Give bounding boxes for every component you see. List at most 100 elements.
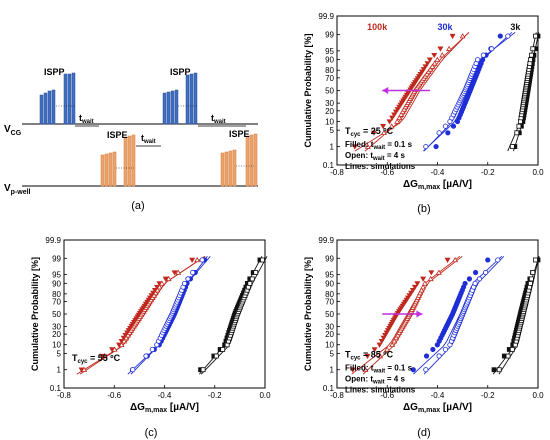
data-point [433, 143, 439, 150]
open-value: = 4 s [385, 374, 406, 383]
ispe-label-1: ISPE [107, 130, 128, 140]
data-point [220, 347, 226, 352]
data-point [472, 269, 479, 276]
y-tick-label: 80 [325, 66, 334, 75]
ispp-label-2: ISPP [170, 67, 191, 77]
x-axis-label-units: [µA/V] [440, 402, 472, 413]
data-point [362, 366, 369, 372]
x-tick-label: -0.4 [431, 168, 445, 177]
data-point [376, 342, 383, 348]
data-point [480, 52, 487, 58]
data-point [149, 346, 155, 353]
data-point [436, 353, 442, 359]
tcyc-main: T [345, 349, 351, 359]
data-point [439, 52, 446, 58]
y-tick-label: 1 [330, 143, 335, 152]
x-tick-label: -0.8 [57, 391, 71, 400]
open-annotation: Open: twait = 4 s [345, 151, 405, 162]
twait-label-3: twait [211, 113, 226, 125]
data-point [437, 46, 444, 52]
data-point [391, 338, 398, 344]
data-point [485, 257, 491, 263]
data-point [384, 346, 391, 352]
data-point [425, 68, 432, 75]
filled-annotation: Filled: twait = 0.1 s [345, 140, 413, 151]
x-tick-label: -0.6 [107, 391, 121, 400]
data-point [459, 33, 466, 39]
tcyc-value: = 55 ºC [88, 353, 121, 363]
data-point [247, 281, 253, 286]
data-point [213, 353, 219, 359]
data-point [444, 257, 451, 263]
data-point [420, 67, 427, 73]
tcyc-annotation: Tcyc = 85 ºC [345, 349, 394, 361]
data-point [446, 45, 453, 51]
y-tick-label: 0.1 [323, 384, 335, 393]
y-tick-label: 95 [325, 271, 334, 280]
data-point [426, 57, 433, 63]
y-axis-label: Cumulative Probability [%] [30, 257, 40, 371]
y-tick-label: 30 [325, 99, 334, 108]
y-tick-label: 10 [325, 341, 334, 350]
y-tick-label: 90 [52, 279, 61, 288]
data-point [185, 276, 191, 282]
y-tick-label: 70 [325, 74, 334, 83]
filled-main: Filled: t [345, 140, 374, 149]
ispp-pulses-1 [39, 72, 76, 125]
data-point [483, 269, 489, 276]
y-tick-label: 50 [325, 87, 334, 96]
panel-label: (c) [145, 427, 158, 439]
y-tick-label: 99.9 [318, 236, 334, 245]
lines-annotation: Lines: simulations [345, 162, 416, 171]
y-tick-label: 90 [325, 279, 334, 288]
data-point [429, 63, 436, 69]
data-point [377, 353, 384, 359]
tcyc-sub: cyc [351, 132, 362, 138]
x-tick-label: -0.8 [330, 168, 344, 177]
x-tick-label: -0.4 [158, 391, 172, 400]
data-point [462, 280, 468, 287]
data-point [495, 257, 501, 263]
data-point [533, 33, 538, 39]
data-point [530, 46, 536, 52]
data-point [505, 33, 511, 39]
data-point [423, 353, 430, 359]
panel-label: (b) [417, 203, 430, 215]
data-point [396, 114, 403, 121]
x-tick-label: -0.6 [380, 391, 394, 400]
y-tick-label: 0.1 [323, 161, 335, 170]
x-tick-label: -0.4 [431, 391, 445, 400]
data-point [410, 367, 416, 373]
data-point [431, 52, 438, 59]
vcg-label: VCG [4, 124, 22, 137]
data-point [364, 353, 371, 360]
data-point [101, 353, 108, 359]
ispe-label-2: ISPE [229, 129, 250, 139]
tcyc-sub: cyc [351, 355, 362, 361]
twait-label-1: twait [79, 113, 94, 125]
x-tick-label: 0.0 [259, 391, 271, 400]
data-point [528, 57, 533, 63]
data-point [529, 276, 534, 282]
y-tick-label: 0.1 [50, 384, 62, 393]
y-tick-label: 90 [325, 56, 334, 65]
open-sub: wait [372, 156, 385, 162]
x-axis-label: ΔGm,max [µA/V] [403, 402, 472, 414]
data-point [466, 276, 473, 282]
data-point [364, 143, 371, 149]
data-point [156, 284, 163, 290]
data-point [398, 111, 405, 117]
data-point [423, 143, 429, 150]
data-point [514, 130, 520, 136]
tcyc-main: T [72, 353, 78, 363]
data-point [442, 346, 449, 353]
x-axis-label-sub: m,max [145, 407, 167, 414]
open-annotation: Open: twait = 4 s [345, 374, 405, 385]
filled-main: Filled: t [345, 363, 374, 372]
data-point [422, 64, 429, 70]
data-point [391, 112, 398, 118]
y-tick-label: 30 [325, 323, 334, 332]
data-point [199, 257, 205, 263]
data-point [378, 338, 385, 345]
